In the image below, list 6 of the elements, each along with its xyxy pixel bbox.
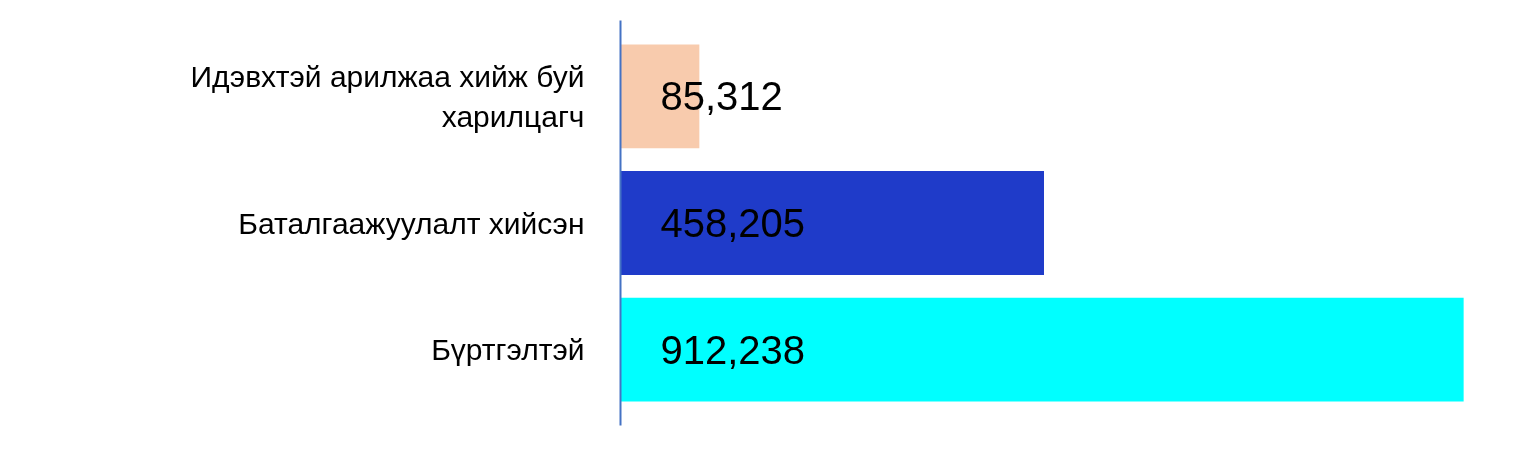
data-label: 85,312 — [660, 74, 783, 119]
y-tick-label: Баталгаажуулалт хийсэн — [238, 206, 585, 240]
data-label: 912,238 — [660, 327, 806, 372]
y-tick-label: Идэвхтэй арилжаа хийж буй харилцагч — [190, 60, 585, 133]
data-label: 458,205 — [660, 201, 806, 245]
y-tick-label: Бүртгэлтэй — [431, 333, 585, 367]
